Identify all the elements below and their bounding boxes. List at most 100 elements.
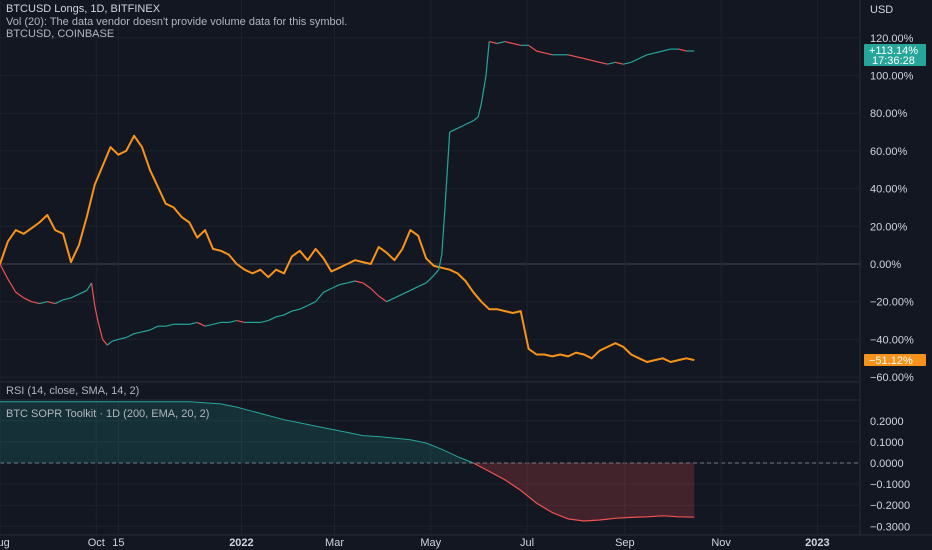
- currency-label: USD: [870, 4, 893, 16]
- longs-segment: [347, 280, 356, 284]
- longs-segment: [444, 132, 451, 208]
- longs-segment: [165, 323, 174, 327]
- longs-segment: [630, 57, 640, 63]
- longs-segment: [299, 304, 308, 310]
- longs-segment: [94, 305, 99, 321]
- sopr-positive-line: [0, 401, 474, 464]
- price-tick-label: −20.00%: [870, 297, 914, 309]
- longs-segment: [102, 339, 108, 346]
- series-line-btcusd-coinbase: [0, 134, 695, 363]
- price-tick-label: −40.00%: [870, 334, 914, 346]
- longs-segment: [0, 263, 9, 280]
- time-tick-label: Sep: [615, 537, 635, 549]
- longs-segment: [489, 41, 498, 45]
- longs-price-badge: +113.14% 17:36:28: [864, 44, 926, 67]
- time-tick-label: Mar: [325, 537, 344, 549]
- sopr-negative-line: [473, 462, 695, 522]
- longs-segment: [15, 291, 25, 299]
- longs-segment: [615, 61, 624, 65]
- longs-segment: [268, 316, 277, 322]
- longs-segment: [370, 288, 380, 297]
- time-tick-label: Jul: [520, 537, 534, 549]
- longs-segment: [654, 50, 663, 54]
- longs-segment: [496, 41, 506, 45]
- longs-segment: [638, 54, 648, 60]
- btc-price-badge: −51.12%: [864, 354, 926, 367]
- longs-segment: [118, 336, 127, 340]
- longs-segment: [433, 269, 440, 276]
- longs-segment: [678, 48, 687, 52]
- longs-segment: [536, 50, 545, 54]
- sopr-tick-label: 0.2000: [870, 416, 904, 428]
- sopr-negative-area: [473, 463, 695, 521]
- longs-segment: [212, 321, 222, 325]
- longs-segment: [378, 295, 387, 303]
- price-tick-label: 0.00%: [870, 259, 901, 271]
- legend-compare-symbol[interactable]: BTCUSD, COINBASE: [6, 28, 115, 40]
- longs-segment: [189, 321, 198, 325]
- longs-segment: [362, 282, 372, 289]
- price-tick-label: −60.00%: [870, 372, 914, 384]
- btc-price-value: −51.12%: [869, 355, 913, 367]
- sopr-positive-area: [0, 401, 474, 463]
- legend-sopr[interactable]: BTC SOPR Toolkit · 1D (200, EMA, 20, 2): [6, 408, 210, 420]
- longs-segment: [623, 61, 632, 65]
- grid: [0, 0, 932, 536]
- longs-segment: [339, 282, 348, 286]
- longs-segment: [106, 340, 113, 346]
- sopr-tick-label: 0.1000: [870, 437, 904, 449]
- longs-segment: [591, 59, 600, 63]
- longs-segment: [228, 320, 237, 323]
- longs-segment: [204, 323, 214, 327]
- longs-segment: [394, 293, 403, 299]
- longs-segment: [417, 282, 427, 288]
- legend-rsi[interactable]: RSI (14, close, SMA, 14, 2): [6, 385, 140, 397]
- longs-segment: [7, 278, 17, 293]
- longs-segment: [575, 56, 585, 60]
- longs-price-timer: 17:36:28: [872, 55, 915, 67]
- longs-segment: [62, 297, 72, 301]
- longs-segment: [70, 293, 80, 299]
- longs-segment: [23, 297, 32, 303]
- longs-segment: [662, 48, 671, 52]
- longs-segment: [607, 61, 616, 65]
- time-tick-label: Aug: [0, 537, 10, 549]
- longs-segment: [528, 44, 537, 52]
- time-tick-label: Nov: [711, 537, 731, 549]
- price-tick-label: 20.00%: [870, 221, 908, 233]
- legend-volume-note[interactable]: Vol (20): The data vendor doesn't provid…: [6, 16, 348, 28]
- longs-segment: [438, 254, 443, 270]
- longs-segment: [477, 103, 482, 118]
- sopr-tick-label: −0.1000: [870, 479, 910, 491]
- legend-main-title[interactable]: BTCUSD Longs, 1D, BITFINEX: [6, 3, 161, 15]
- longs-segment: [133, 331, 143, 335]
- sopr-tick-label: −0.2000: [870, 500, 910, 512]
- longs-segment: [31, 301, 40, 305]
- price-tick-label: 120.00%: [870, 33, 914, 45]
- longs-segment: [473, 116, 479, 122]
- longs-price-value: +113.14%: [869, 45, 918, 57]
- longs-segment: [425, 274, 435, 284]
- time-tick-label: 2022: [229, 537, 253, 549]
- longs-segment: [291, 308, 300, 312]
- main-pane-series: [0, 41, 695, 363]
- longs-segment: [544, 52, 553, 56]
- longs-segment: [386, 297, 395, 303]
- longs-segment: [449, 127, 458, 133]
- longs-segment: [599, 61, 608, 65]
- longs-segment: [86, 282, 93, 291]
- longs-segment: [39, 301, 48, 305]
- longs-segment: [646, 52, 656, 56]
- longs-segment: [47, 301, 56, 305]
- sopr-pane: [0, 401, 695, 522]
- longs-segment: [90, 282, 96, 306]
- longs-segment: [141, 329, 151, 333]
- longs-segment: [480, 75, 487, 104]
- longs-segment: [236, 320, 245, 323]
- longs-segment: [410, 286, 419, 291]
- time-tick-label: 2023: [805, 537, 829, 549]
- longs-segment: [260, 320, 269, 323]
- longs-segment: [354, 280, 364, 284]
